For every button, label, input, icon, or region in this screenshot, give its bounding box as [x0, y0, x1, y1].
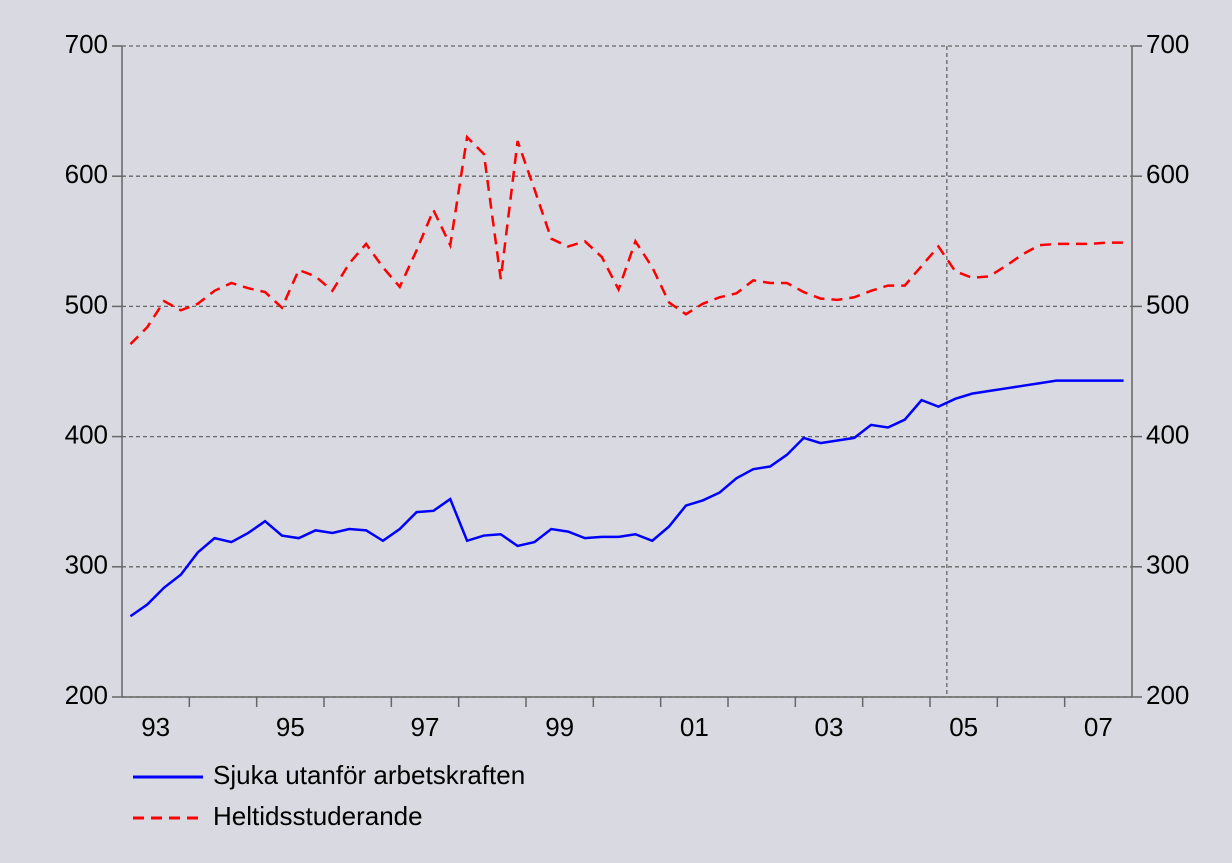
y-tick-label: 600 [65, 159, 108, 189]
x-tick-label: 99 [545, 712, 574, 742]
x-tick-label: 01 [680, 712, 709, 742]
y-tick-label: 300 [65, 550, 108, 580]
x-tick-label: 93 [141, 712, 170, 742]
y2-tick-label: 200 [1146, 680, 1189, 710]
series-line [129, 134, 1124, 346]
y-tick-label: 500 [65, 289, 108, 319]
y-tick-label: 700 [65, 29, 108, 59]
x-tick-label: 95 [276, 712, 305, 742]
y-tick-label: 200 [65, 680, 108, 710]
legend-label: Heltidsstuderande [213, 801, 423, 831]
y2-tick-label: 500 [1146, 289, 1189, 319]
y2-tick-label: 700 [1146, 29, 1189, 59]
legend-label: Sjuka utanför arbetskraften [213, 760, 525, 790]
y2-tick-label: 600 [1146, 159, 1189, 189]
y2-tick-label: 300 [1146, 550, 1189, 580]
series-line [129, 379, 1124, 618]
x-tick-label: 03 [815, 712, 844, 742]
x-tick-label: 05 [949, 712, 978, 742]
x-tick-label: 97 [411, 712, 440, 742]
x-tick-label: 07 [1084, 712, 1113, 742]
y-tick-label: 400 [65, 419, 108, 449]
y2-tick-label: 400 [1146, 419, 1189, 449]
